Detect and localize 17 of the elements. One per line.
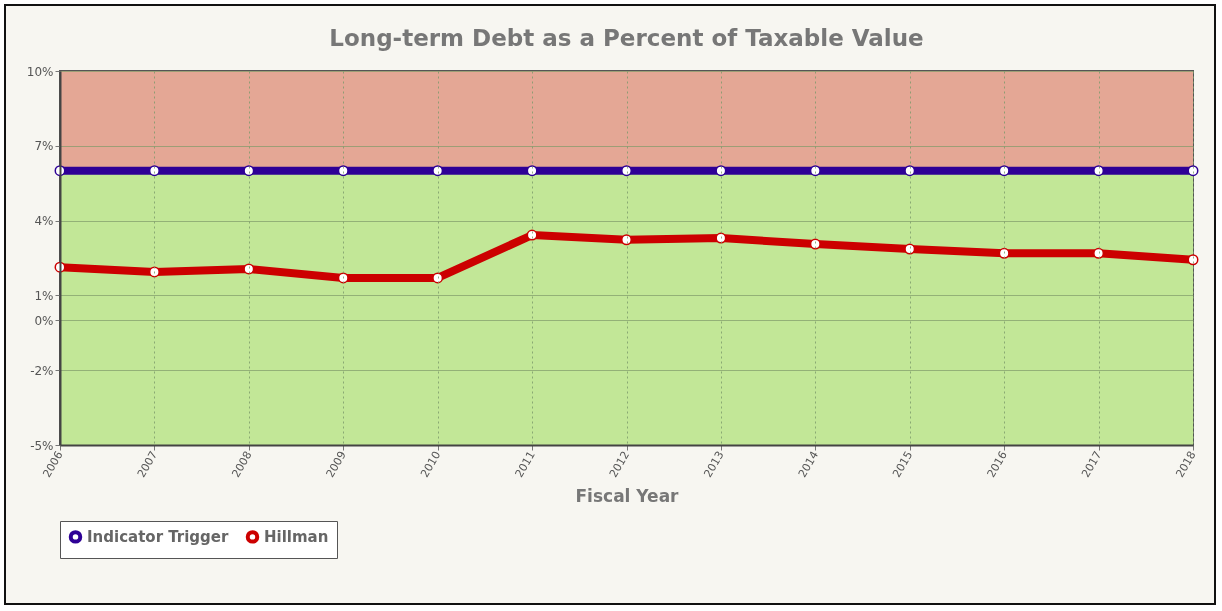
y-tick-label: 7% — [34, 139, 54, 154]
point — [1187, 254, 1199, 266]
y-tick-label: 10% — [26, 64, 54, 79]
point — [621, 234, 632, 246]
x-axis-title: Fiscal Year — [575, 486, 680, 507]
chart-title: Long-term Debt as a Percent of Taxable Value — [329, 25, 924, 51]
legend-label: Hillman — [264, 527, 329, 546]
point — [243, 263, 255, 275]
y-tick-label: -5% — [30, 438, 54, 453]
point — [621, 165, 632, 177]
legend-label: Indicator Trigger — [87, 527, 230, 546]
y-tick-label: -2% — [30, 363, 54, 378]
y-tick-label: 4% — [34, 214, 54, 229]
y-tick-label: 1% — [34, 288, 54, 303]
point — [432, 272, 444, 284]
y-tick-label: 0% — [34, 313, 54, 328]
point — [526, 229, 538, 241]
